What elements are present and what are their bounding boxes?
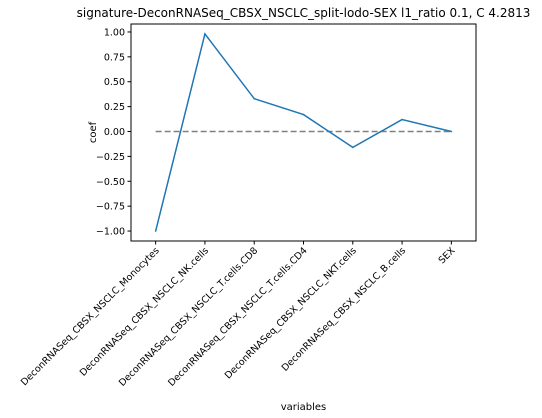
y-tick-label: 1.00 — [104, 27, 125, 38]
y-tick-label: 0.50 — [104, 77, 125, 88]
data-point — [351, 146, 354, 149]
chart-title: signature-DeconRNASeq_CBSX_NSCLC_split-l… — [77, 6, 531, 20]
series-line — [154, 32, 452, 232]
plot-frame — [130, 23, 477, 242]
y-tick-label: −0.25 — [96, 152, 125, 163]
y-tick-label: 0.25 — [104, 102, 125, 113]
y-tick-label: −0.75 — [96, 202, 125, 213]
x-axis-label: variables — [281, 402, 327, 413]
y-axis-label: coef — [88, 121, 99, 143]
x-axis: DeconRNASeq_CBSX_NSCLC_MonocytesDeconRNA… — [19, 241, 458, 389]
data-point — [154, 230, 157, 232]
y-tick-label: 0.75 — [104, 52, 125, 63]
y-tick-label: −0.50 — [96, 177, 125, 188]
data-point — [302, 113, 305, 116]
data-point — [204, 33, 206, 35]
data-point — [450, 130, 453, 133]
data-point — [253, 97, 256, 100]
y-tick-label: 0.00 — [104, 127, 125, 138]
x-tick-label: SEX — [437, 245, 458, 266]
data-point — [401, 118, 403, 121]
series-points — [154, 33, 453, 232]
y-tick-label: −1.00 — [96, 227, 125, 238]
y-axis: −1.00 −0.75 −0.50 −0.25 0.00 0.25 0.50 0.75 1.00 — [96, 27, 131, 238]
